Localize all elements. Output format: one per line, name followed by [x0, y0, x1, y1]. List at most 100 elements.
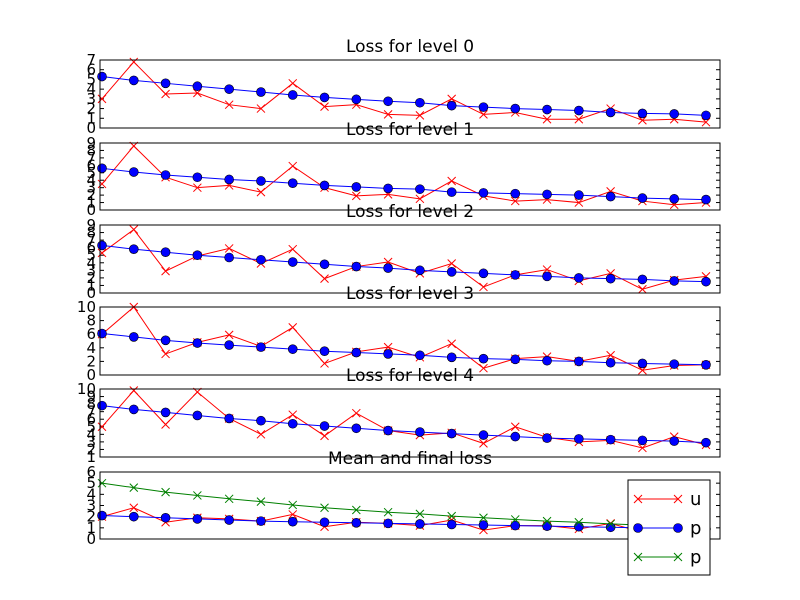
y-tick-label: 2 [86, 508, 96, 526]
axes-frame [99, 59, 721, 129]
data-point [542, 104, 552, 115]
axes-frame [99, 224, 721, 294]
data-point [383, 518, 393, 529]
data-point [192, 250, 203, 261]
data-point [193, 491, 202, 500]
data-point [637, 274, 648, 285]
subplot-title: Loss for level 0 [346, 37, 474, 57]
y-tick-label: 2 [86, 269, 96, 287]
data-point [415, 350, 425, 361]
data-point [701, 194, 711, 205]
y-tick-label: 1 [86, 109, 96, 127]
axes-frame [99, 388, 721, 458]
y-tick-label: 9 [86, 216, 96, 234]
data-point [161, 420, 170, 429]
data-point [97, 94, 107, 104]
y-tick-label: 10 [77, 298, 96, 316]
data-point [447, 259, 457, 268]
y-tick-label: 5 [86, 246, 96, 264]
data-point [415, 97, 425, 108]
subplot-title: Loss for level 4 [346, 366, 474, 386]
data-point [288, 500, 298, 510]
y-tick-label: 4 [86, 485, 96, 503]
series-line-1 [101, 244, 707, 283]
data-point [320, 274, 329, 283]
y-tick-label: 7 [86, 231, 96, 249]
data-point [192, 410, 203, 421]
data-point [224, 340, 234, 350]
y-tick-label: 9 [86, 134, 96, 152]
data-point [287, 344, 298, 354]
data-point [193, 88, 202, 98]
data-point [638, 284, 647, 294]
y-tick-label: 6 [86, 410, 96, 428]
data-point [669, 276, 680, 286]
series-line-1 [101, 333, 707, 366]
y-tick-label: 2 [86, 186, 96, 204]
y-tick-label: 6 [86, 156, 96, 174]
data-point [510, 354, 521, 365]
data-point [638, 365, 647, 375]
data-point [192, 172, 203, 183]
data-point [256, 187, 266, 197]
data-point [479, 439, 488, 448]
data-point [351, 347, 362, 358]
data-point [510, 422, 520, 432]
data-point [288, 244, 298, 254]
data-point [192, 338, 203, 348]
data-point [637, 108, 648, 119]
data-point [415, 427, 425, 437]
y-tick-label: 4 [86, 254, 96, 272]
data-point [510, 520, 521, 531]
data-point [542, 355, 552, 366]
data-point [447, 176, 457, 186]
y-tick-label: 4 [86, 171, 96, 189]
data-point [97, 328, 107, 339]
y-tick-label: 7 [86, 149, 96, 167]
data-point [351, 423, 362, 434]
data-point [605, 522, 616, 533]
data-point [319, 346, 330, 357]
data-point [97, 510, 107, 521]
data-point [97, 478, 107, 488]
y-tick-label: 8 [86, 395, 96, 413]
subplot-title: Mean and final loss [328, 449, 492, 469]
data-point [351, 261, 362, 272]
y-tick-label: 3 [86, 90, 96, 108]
y-tick-label: 1 [86, 448, 96, 466]
y-tick-label: 1 [86, 276, 96, 294]
y-tick-label: 5 [86, 70, 96, 88]
data-point [478, 430, 489, 440]
y-tick-label: 9 [86, 388, 96, 406]
series-line-0 [101, 507, 707, 533]
data-point [701, 359, 711, 370]
data-point [383, 425, 393, 436]
data-point [256, 176, 266, 186]
y-tick-label: 5 [86, 164, 96, 182]
y-tick-label: 6 [86, 325, 96, 343]
data-point [160, 407, 171, 418]
data-point [637, 193, 648, 203]
data-point [320, 102, 329, 111]
data-point [479, 282, 488, 292]
data-point [510, 431, 521, 442]
data-point [288, 510, 298, 519]
legend-label: p [690, 518, 701, 539]
data-point [415, 194, 425, 204]
data-point [224, 330, 234, 340]
data-point [574, 198, 584, 207]
data-point [574, 434, 584, 444]
data-point [224, 100, 234, 110]
data-point [287, 516, 298, 527]
y-tick-label: 3 [86, 433, 96, 451]
y-tick-label: 3 [86, 261, 96, 279]
data-point [256, 429, 266, 439]
y-tick-label: 3 [86, 497, 96, 515]
data-point [97, 179, 107, 189]
data-point [638, 443, 647, 453]
data-point [287, 257, 298, 267]
series-line-1 [101, 515, 707, 530]
